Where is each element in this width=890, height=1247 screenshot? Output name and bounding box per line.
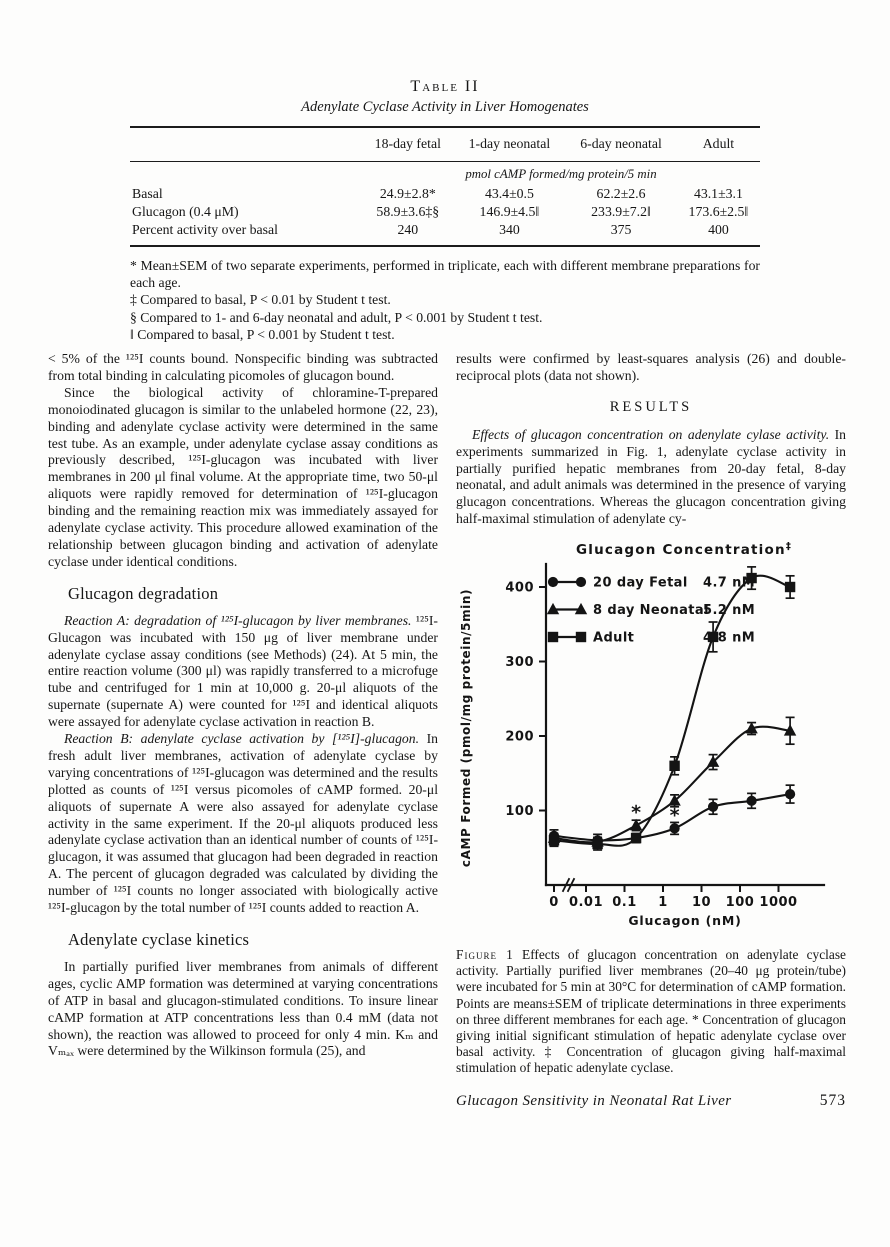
table-row: Percent activity over basal 240 340 375 … (130, 221, 760, 247)
svg-text:Glucagon Concentration‡: Glucagon Concentration‡ (576, 541, 792, 558)
col-header-1day-neonatal: 1-day neonatal (453, 126, 566, 162)
section-heading-adenylate-cyclase-kinetics: Adenylate cyclase kinetics (68, 930, 250, 949)
svg-text:400: 400 (505, 581, 534, 596)
svg-text:10: 10 (692, 895, 711, 910)
paragraph: < 5% of the ¹²⁵I counts bound. Nonspecif… (48, 351, 438, 383)
figure1: Glucagon Concentration‡ 100 200 300 400 0 0.01… (456, 538, 846, 943)
paragraph-lead-italic: Effects of glucagon concentration on ade… (472, 426, 830, 442)
paragraph: Since the biological activity of chloram… (48, 384, 438, 569)
svg-text:Adult: Adult (593, 631, 634, 646)
svg-text:100: 100 (726, 895, 755, 910)
paragraph: Effects of glucagon concentration on ade… (456, 427, 846, 528)
col-header-adult: Adult (676, 126, 760, 162)
svg-text:1000: 1000 (759, 895, 797, 910)
table-footnotes: * Mean±SEM of two separate experiments, … (130, 257, 760, 343)
two-column-body: < 5% of the ¹²⁵I counts bound. Nonspecif… (48, 351, 846, 1110)
footnote: ‡ Compared to basal, P < 0.01 by Student… (130, 292, 391, 308)
paragraph: Reaction B: adenylate cyclase activation… (48, 731, 438, 917)
row-label-basal: Basal (132, 186, 163, 201)
svg-text:*: * (631, 802, 641, 824)
footnote: § Compared to 1- and 6-day neonatal and … (130, 309, 543, 325)
section-heading-glucagon-degradation: Glucagon degradation (68, 583, 219, 603)
svg-text:1: 1 (658, 895, 668, 910)
units-row: pmol cAMP formed/mg protein/5 min (130, 162, 760, 186)
svg-text:0.1: 0.1 (612, 895, 637, 910)
row-label-percent: Percent activity over basal (130, 221, 362, 247)
cell-value: 43.4±0.5 (484, 186, 534, 201)
table-header-row: 18-day fetal 1-day neonatal 6-day neonat… (130, 126, 760, 162)
page-footer: Glucagon Sensitivity in Neonatal Rat Liv… (456, 1091, 846, 1110)
svg-text:0.01: 0.01 (569, 895, 603, 910)
cell-value: 340 (453, 221, 566, 247)
figure1-caption: Figure 1 Effects of glucagon concentrati… (456, 947, 846, 1077)
results-heading: RESULTS (609, 398, 693, 415)
svg-text:5.2 nM: 5.2 nM (703, 603, 755, 618)
figure1-chart: Glucagon Concentration‡ 100 200 300 400 0 0.01… (459, 541, 826, 928)
svg-text:*: * (670, 805, 680, 827)
cell-value: 233.9±7.2‖ (591, 204, 651, 219)
cell-value: 62.2±2.6 (596, 186, 646, 201)
cell-value: 24.9±2.8* (379, 186, 436, 201)
figure-caption-text: Effects of glucagon concentration on ade… (456, 947, 846, 1076)
right-column: results were confirmed by least-squares … (456, 351, 846, 1110)
page-number: 573 (819, 1091, 846, 1109)
paragraph: Reaction A: degradation of ¹²⁵I-glucagon… (48, 613, 438, 731)
col-header-18day-fetal: 18-day fetal (362, 126, 454, 162)
series-square (548, 566, 796, 851)
paragraph: results were confirmed by least-squares … (456, 351, 846, 383)
table-row: Glucagon (0.4 μM) 58.9±3.6‡§ 146.9±4.5‖ … (130, 203, 760, 221)
footnote: ‖ Compared to basal, P < 0.001 by Studen… (130, 326, 395, 342)
row-label-glucagon: Glucagon (0.4 μM) (132, 204, 239, 219)
units-note: pmol cAMP formed/mg protein/5 min (465, 167, 657, 181)
svg-text:200: 200 (505, 730, 534, 745)
svg-text:100: 100 (505, 804, 534, 819)
svg-text:0: 0 (549, 895, 559, 910)
cell-value: 375 (565, 221, 677, 247)
table2-section: Table II Adenylate Cyclase Activity in L… (130, 78, 760, 343)
svg-text:Glucagon (nM): Glucagon (nM) (628, 913, 741, 928)
svg-text:4.7 nM: 4.7 nM (703, 576, 755, 591)
running-title: Glucagon Sensitivity in Neonatal Rat Liv… (456, 1092, 732, 1109)
svg-text:300: 300 (505, 655, 534, 670)
chart-title: Glucagon Concentration‡ (576, 541, 792, 558)
col-header-6day-neonatal: 6-day neonatal (565, 126, 677, 162)
table-row: Basal 24.9±2.8* 43.4±0.5 62.2±2.6 43.1±3… (130, 185, 760, 203)
figure-caption-label: Figure 1 (456, 947, 514, 963)
paragraph-body: In experiments summarized in Fig. 1, ade… (456, 426, 846, 527)
svg-text:4.8 nM: 4.8 nM (703, 631, 755, 646)
svg-text:cAMP Formed (pmol/mg protein/: cAMP Formed (pmol/mg protein/5min) (459, 589, 473, 867)
significance-asterisks: * * (631, 802, 680, 827)
paragraph-body: In fresh adult liver membranes, activati… (48, 731, 438, 916)
y-axis-ticks: 100 200 300 400 (505, 581, 546, 819)
cell-value: 58.9±3.6‡§ (376, 204, 440, 219)
x-axis-label: Glucagon (nM) (628, 913, 741, 928)
col-header-stub (130, 126, 362, 162)
x-axis-ticks: 0 0.01 0.1 1 10 100 1000 (549, 885, 797, 910)
cell-value: 146.9±4.5‖ (479, 204, 540, 219)
cell-value: 240 (362, 221, 454, 247)
left-column: < 5% of the ¹²⁵I counts bound. Nonspecif… (48, 351, 438, 1110)
table2: 18-day fetal 1-day neonatal 6-day neonat… (130, 126, 760, 247)
footnote: * Mean±SEM of two separate experiments, … (130, 258, 760, 291)
cell-value: 400 (676, 221, 760, 247)
table-label: Table II (410, 78, 480, 95)
paragraph: In partially purified liver membranes fr… (48, 958, 438, 1059)
cell-value: 173.6±2.5‖ (688, 204, 749, 219)
svg-text:8 day Neonatal: 8 day Neonatal (593, 603, 709, 618)
svg-text:20 day Fetal: 20 day Fetal (593, 576, 688, 591)
paragraph-lead-italic: Reaction A: degradation of ¹²⁵I-glucagon… (64, 612, 412, 628)
y-axis-label: cAMP Formed (pmol/mg protein/5min) (459, 589, 473, 867)
table-subtitle: Adenylate Cyclase Activity in Liver Homo… (301, 99, 589, 115)
cell-value: 43.1±3.1 (693, 186, 743, 201)
paragraph-lead-italic: Reaction B: adenylate cyclase activation… (64, 731, 420, 747)
paragraph-body: ¹²⁵I-Glucagon was incubated with 150 μg … (48, 612, 438, 730)
